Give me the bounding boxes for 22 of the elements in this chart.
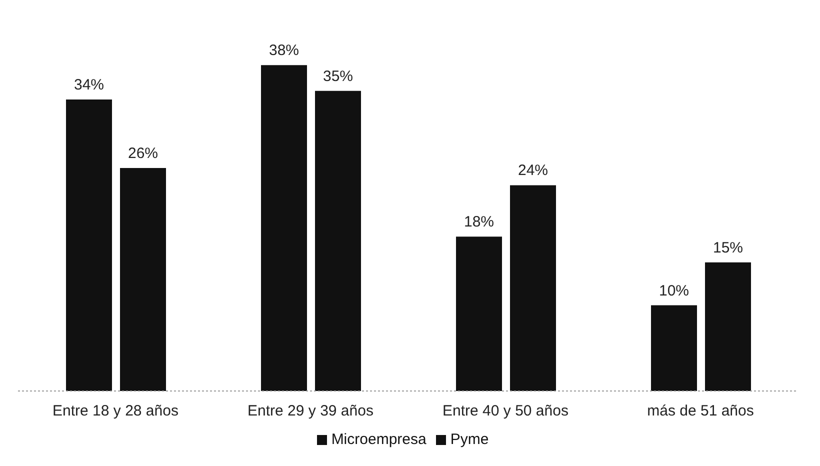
bar <box>705 262 751 391</box>
bar <box>510 185 556 391</box>
bar <box>66 99 112 391</box>
legend-label: Microempresa <box>331 431 426 448</box>
bar <box>261 65 307 391</box>
x-tick-label: Entre 18 y 28 años <box>52 402 178 420</box>
x-tick-label: Entre 40 y 50 años <box>442 402 568 420</box>
data-label: 18% <box>464 214 494 231</box>
bar <box>315 90 361 391</box>
bar <box>456 236 502 391</box>
data-label: 34% <box>74 76 104 94</box>
x-tick-label: Entre 29 y 39 años <box>248 402 374 420</box>
bar <box>651 305 697 391</box>
data-label: 38% <box>268 42 300 60</box>
data-label: 24% <box>518 162 548 180</box>
data-label: 35% <box>322 68 354 85</box>
x-tick-label: más de 51 años <box>647 402 754 420</box>
data-label: 10% <box>658 282 690 300</box>
legend-label: Pyme <box>450 431 489 448</box>
data-label: 15% <box>712 239 744 256</box>
bar <box>120 168 166 391</box>
data-label: 26% <box>128 145 158 162</box>
